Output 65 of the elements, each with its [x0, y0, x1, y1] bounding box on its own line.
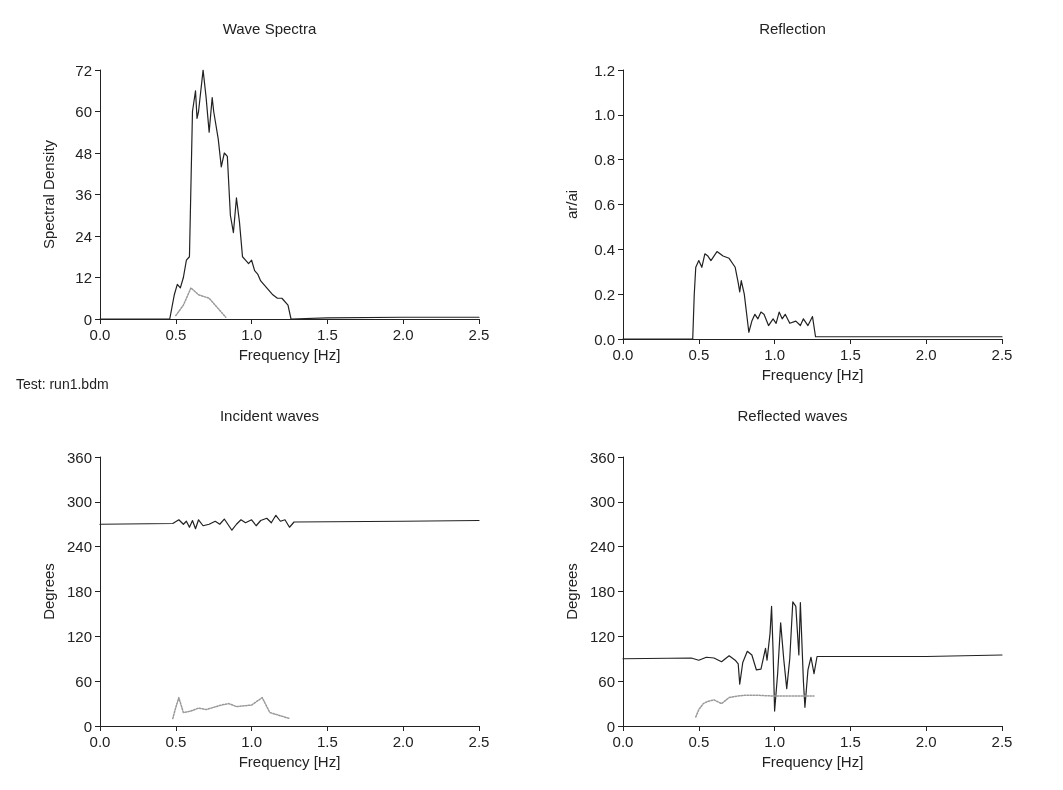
y-tick-label: 0.2 — [594, 285, 615, 303]
y-tick-label: 24 — [75, 227, 92, 245]
x-tick-label: 2.0 — [915, 733, 937, 750]
line-series — [175, 287, 227, 319]
y-tick-label: 0 — [606, 717, 615, 735]
y-tick-label: 60 — [75, 672, 92, 690]
y-tick-label: 240 — [66, 538, 92, 556]
x-tick-label: 2.0 — [392, 326, 414, 343]
x-tick-label: 0.0 — [612, 346, 634, 363]
y-axis-title: ar/ai — [563, 189, 580, 220]
x-tick-label: 0.0 — [612, 733, 634, 750]
x-tick-label: 2.5 — [468, 326, 490, 343]
y-tick-label: 180 — [589, 583, 615, 600]
y-tick-label: 48 — [75, 144, 92, 162]
line-series — [695, 694, 815, 718]
line-series — [172, 696, 291, 720]
x-tick-label: 2.0 — [392, 733, 414, 750]
y-tick-label: 1.2 — [594, 61, 615, 79]
y-tick-label: 240 — [589, 538, 615, 556]
x-tick-label: 0.5 — [688, 346, 710, 363]
x-tick-label: 1.0 — [764, 346, 786, 363]
y-tick-label: 360 — [589, 448, 615, 466]
y-tick-label: 60 — [75, 103, 92, 120]
y-tick-label: 360 — [66, 448, 92, 466]
x-tick-label: 1.0 — [764, 733, 786, 750]
chart-title: Incident waves — [219, 407, 320, 424]
y-tick-label: 60 — [598, 672, 615, 690]
text: Test: run1.bdm — [16, 376, 109, 392]
x-tick-label: 2.0 — [915, 346, 937, 363]
y-axis-title: Spectral Density — [40, 139, 57, 250]
chart-title: Wave Spectra — [222, 20, 317, 37]
x-tick-label: 1.5 — [839, 346, 861, 363]
y-tick-label: 0 — [83, 717, 92, 735]
x-tick-label: 0.5 — [165, 733, 187, 750]
y-tick-label: 180 — [66, 583, 92, 600]
x-tick-label: 1.5 — [316, 326, 338, 343]
x-tick-label: 2.5 — [468, 733, 490, 750]
chart-title: Reflection — [759, 20, 826, 37]
x-tick-label: 1.5 — [316, 733, 338, 750]
x-axis-title: Frequency [Hz] — [761, 752, 864, 770]
x-tick-label: 0.5 — [165, 326, 187, 343]
chart-title: Reflected waves — [737, 407, 848, 424]
x-tick-label: 1.0 — [241, 326, 263, 343]
x-axis-title: Frequency [Hz] — [761, 365, 864, 383]
y-tick-label: 12 — [75, 269, 92, 286]
y-axis-title: Degrees — [563, 563, 580, 620]
x-axis-title: Frequency [Hz] — [238, 752, 341, 770]
y-tick-label: 0.8 — [594, 151, 615, 169]
y-tick-label: 300 — [589, 493, 615, 511]
x-tick-label: 1.0 — [241, 733, 263, 750]
y-tick-label: 0.4 — [594, 240, 615, 258]
y-tick-label: 72 — [75, 61, 92, 79]
y-tick-label: 120 — [66, 627, 92, 645]
y-tick-label: 0.6 — [594, 196, 615, 213]
x-axis-title: Frequency [Hz] — [238, 345, 341, 363]
y-axis-title: Degrees — [40, 563, 57, 620]
x-tick-label: 2.5 — [991, 733, 1013, 750]
y-tick-label: 300 — [66, 493, 92, 511]
y-tick-label: 36 — [75, 186, 92, 203]
x-tick-label: 1.5 — [839, 733, 861, 750]
y-tick-label: 0 — [83, 310, 92, 328]
x-tick-label: 0.5 — [688, 733, 710, 750]
y-tick-label: 120 — [589, 627, 615, 645]
x-tick-label: 2.5 — [991, 346, 1013, 363]
y-tick-label: 1.0 — [594, 106, 615, 124]
